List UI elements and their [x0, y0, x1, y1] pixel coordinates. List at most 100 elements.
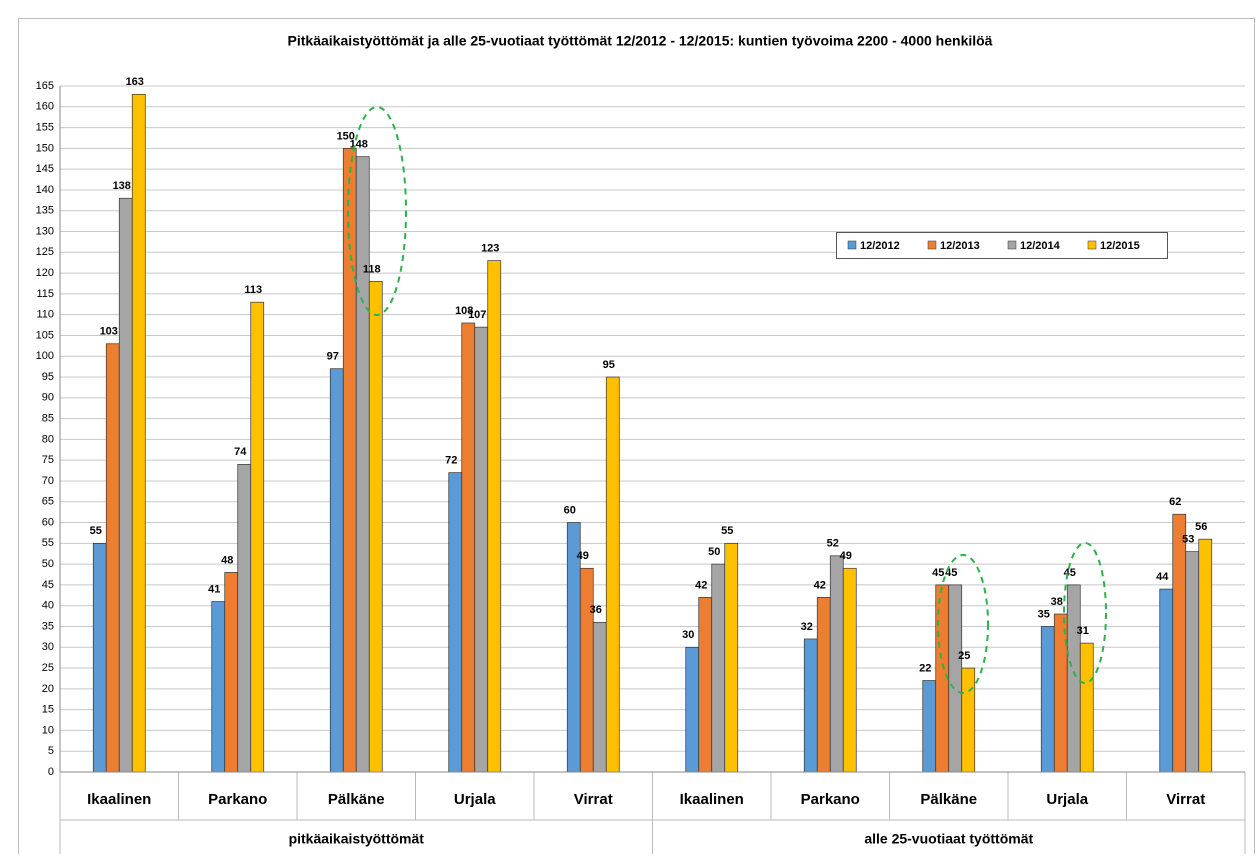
y-tick-label: 65 — [42, 496, 54, 508]
y-tick-label: 70 — [42, 475, 54, 487]
value-label: 108 — [455, 305, 473, 317]
group-label: pitkäaikaistyöttömät — [289, 831, 425, 847]
y-tick-label: 0 — [48, 766, 54, 778]
y-tick-label: 110 — [36, 309, 54, 321]
y-tick-label: 55 — [42, 537, 54, 549]
value-label: 148 — [350, 139, 368, 151]
y-tick-label: 45 — [42, 579, 54, 591]
bar — [1159, 588, 1174, 773]
bar — [711, 563, 726, 773]
bar — [224, 572, 239, 773]
legend-swatch — [1007, 240, 1017, 250]
legend-swatch — [1087, 240, 1097, 250]
value-label: 25 — [958, 650, 970, 662]
value-label: 30 — [682, 629, 694, 641]
legend-swatch — [847, 240, 857, 250]
bar — [1185, 551, 1200, 773]
bar — [118, 197, 133, 773]
value-label: 52 — [827, 538, 839, 550]
y-tick-label: 165 — [36, 80, 54, 92]
x-tick-label: Ikaalinen — [87, 791, 151, 808]
y-tick-label: 95 — [42, 371, 54, 383]
value-label: 35 — [1038, 608, 1050, 620]
value-label: 60 — [564, 504, 576, 516]
value-label: 49 — [840, 550, 852, 562]
y-tick-label: 145 — [36, 163, 54, 175]
y-tick-label: 80 — [42, 433, 54, 445]
bar — [131, 93, 146, 773]
bar — [250, 301, 265, 773]
bar — [487, 260, 502, 773]
value-label: 22 — [919, 662, 931, 674]
bar — [803, 638, 818, 773]
y-tick-label: 20 — [42, 683, 54, 695]
y-tick-label: 75 — [42, 454, 54, 466]
bar — [605, 376, 620, 773]
bar — [1172, 513, 1187, 773]
y-tick-label: 140 — [36, 184, 54, 196]
x-tick-label: Virrat — [1166, 791, 1205, 808]
value-label: 118 — [363, 263, 381, 275]
bar — [355, 156, 370, 773]
value-label: 42 — [695, 579, 707, 591]
y-tick-label: 35 — [42, 620, 54, 632]
value-label: 95 — [603, 359, 615, 371]
value-label: 113 — [244, 284, 262, 296]
highlight-ellipses — [347, 106, 1107, 694]
y-tick-label: 60 — [42, 516, 54, 528]
value-label: 36 — [590, 604, 602, 616]
value-label: 41 — [208, 583, 220, 595]
value-label: 55 — [90, 525, 102, 537]
value-label: 103 — [100, 326, 118, 338]
value-label: 38 — [1051, 596, 1063, 608]
y-tick-label: 120 — [36, 267, 54, 279]
x-tick-label: Urjala — [1046, 791, 1088, 808]
bar — [961, 667, 976, 773]
value-label: 55 — [721, 525, 733, 537]
value-label: 107 — [468, 309, 486, 321]
ellipse — [937, 554, 989, 694]
value-label: 97 — [327, 351, 339, 363]
y-tick-label: 15 — [42, 704, 54, 716]
bar — [342, 148, 357, 773]
y-tick-label: 85 — [42, 413, 54, 425]
bar — [105, 343, 120, 773]
bar — [1079, 642, 1094, 773]
bar — [724, 542, 739, 773]
bar — [1066, 584, 1081, 773]
y-tick-label: 40 — [42, 600, 54, 612]
bar — [1053, 613, 1068, 773]
x-tick-label: Parkano — [208, 791, 267, 808]
value-label: 31 — [1077, 625, 1089, 637]
bar — [698, 597, 713, 773]
y-tick-label: 155 — [36, 121, 54, 133]
chart-title: Pitkäaikaistyöttömät ja alle 25-vuotiaat… — [288, 33, 993, 49]
bar — [948, 584, 963, 773]
x-tick-label: Parkano — [801, 791, 860, 808]
x-tick-label: Urjala — [454, 791, 496, 808]
y-tick-label: 115 — [36, 288, 54, 300]
bar — [461, 322, 476, 773]
value-label: 49 — [577, 550, 589, 562]
y-tick-label: 135 — [36, 205, 54, 217]
x-tick-label: Pälkäne — [920, 791, 977, 808]
bar — [579, 567, 594, 773]
bar — [922, 680, 937, 773]
legend-label: 12/2012 — [860, 240, 900, 252]
y-tick-label: 100 — [36, 350, 54, 362]
y-tick-label: 105 — [36, 329, 54, 341]
y-tick-label: 125 — [36, 246, 54, 258]
bar — [1198, 538, 1213, 773]
value-label: 45 — [945, 567, 957, 579]
ellipse — [1063, 542, 1107, 684]
y-tick-label: 5 — [48, 745, 54, 757]
bar — [474, 326, 489, 773]
value-label: 123 — [481, 243, 499, 255]
value-label: 138 — [113, 180, 131, 192]
y-tick-label: 90 — [42, 392, 54, 404]
group-label: alle 25-vuotiaat työttömät — [864, 831, 1033, 847]
legend-label: 12/2015 — [1100, 240, 1140, 252]
y-tick-label: 150 — [36, 142, 54, 154]
value-label: 62 — [1169, 496, 1181, 508]
